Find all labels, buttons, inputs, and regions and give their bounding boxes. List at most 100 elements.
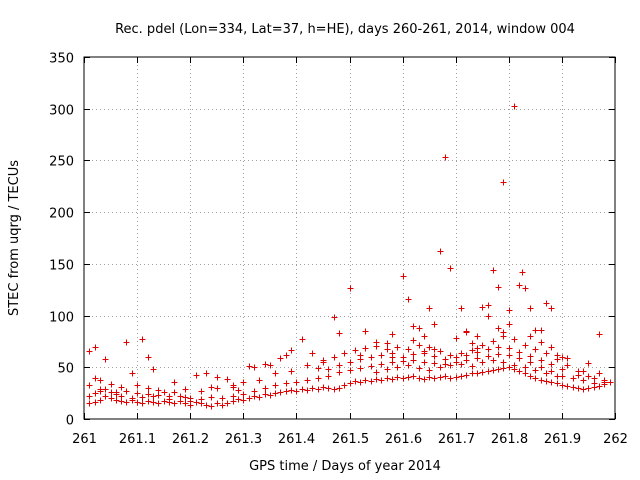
data-point xyxy=(214,400,221,407)
data-point xyxy=(86,400,93,407)
data-point xyxy=(543,378,550,385)
data-point xyxy=(474,333,481,340)
x-tick-label: 261.2 xyxy=(172,432,209,447)
data-point xyxy=(500,365,507,372)
data-point xyxy=(538,377,545,384)
data-point xyxy=(267,362,274,369)
data-point xyxy=(410,323,417,330)
data-point xyxy=(102,393,109,400)
data-point xyxy=(516,355,523,362)
data-point xyxy=(431,321,438,328)
data-point xyxy=(527,359,534,366)
x-tick-label: 261.4 xyxy=(278,432,315,447)
axis-ticks xyxy=(84,57,616,420)
data-point xyxy=(394,344,401,351)
data-point xyxy=(548,305,555,312)
data-point xyxy=(516,368,523,375)
data-point xyxy=(362,328,369,335)
y-tick-label: 300 xyxy=(49,104,74,119)
x-tick-labels: 261 261.1 261.2 261.3 261.4 261.5 261.6 261.7 26… xyxy=(72,432,628,447)
data-point xyxy=(182,400,189,407)
data-point xyxy=(352,378,359,385)
data-point xyxy=(485,353,492,360)
data-point xyxy=(134,399,141,406)
data-point xyxy=(118,384,125,391)
data-point xyxy=(92,344,99,351)
data-point xyxy=(139,336,146,343)
data-point xyxy=(272,390,279,397)
data-point xyxy=(585,373,592,380)
data-point xyxy=(416,325,423,332)
data-point xyxy=(256,377,263,384)
data-point xyxy=(410,373,417,380)
data-point xyxy=(490,357,497,364)
data-point xyxy=(453,335,460,342)
data-point xyxy=(246,395,253,402)
data-point xyxy=(182,394,189,401)
data-point xyxy=(378,377,385,384)
data-point xyxy=(325,373,332,380)
data-point xyxy=(341,382,348,389)
data-point xyxy=(331,386,338,393)
data-point xyxy=(198,396,205,403)
data-point xyxy=(166,393,173,400)
data-point xyxy=(230,384,237,391)
data-point xyxy=(447,352,454,359)
data-point xyxy=(150,393,157,400)
data-point xyxy=(506,321,513,328)
data-point xyxy=(224,376,231,383)
data-point xyxy=(378,361,385,368)
data-point xyxy=(299,336,306,343)
data-point xyxy=(384,366,391,373)
data-point xyxy=(474,370,481,377)
data-point xyxy=(394,374,401,381)
data-point xyxy=(145,385,152,392)
data-point xyxy=(219,395,226,402)
data-point xyxy=(585,385,592,392)
data-point xyxy=(208,394,215,401)
data-point xyxy=(325,385,332,392)
data-point xyxy=(113,389,120,396)
data-point xyxy=(336,330,343,337)
data-point xyxy=(113,397,120,404)
data-point xyxy=(485,313,492,320)
data-point xyxy=(272,370,279,377)
data-point xyxy=(373,343,380,350)
data-point xyxy=(527,353,534,360)
data-point xyxy=(394,364,401,371)
data-point xyxy=(288,368,295,375)
y-tick-label: 200 xyxy=(49,207,74,222)
data-point xyxy=(92,375,99,382)
data-point xyxy=(347,359,354,366)
data-point xyxy=(532,327,539,334)
data-point xyxy=(272,382,279,389)
data-point xyxy=(585,360,592,367)
data-point xyxy=(479,342,486,349)
data-point xyxy=(171,379,178,386)
data-point xyxy=(580,386,587,393)
data-point xyxy=(102,356,109,363)
data-point xyxy=(463,372,470,379)
data-point xyxy=(442,154,449,161)
data-point xyxy=(304,377,311,384)
data-point xyxy=(97,397,104,404)
y-tick-label: 100 xyxy=(49,311,74,326)
data-point xyxy=(368,378,375,385)
data-point xyxy=(548,368,555,375)
data-point xyxy=(214,374,221,381)
data-point xyxy=(240,379,247,386)
data-point xyxy=(362,377,369,384)
data-point xyxy=(538,327,545,334)
data-point xyxy=(309,350,316,357)
data-point xyxy=(214,385,221,392)
data-point xyxy=(410,337,417,344)
data-point xyxy=(108,381,115,388)
data-point xyxy=(283,352,290,359)
data-point xyxy=(570,384,577,391)
data-point xyxy=(506,364,513,371)
data-point xyxy=(416,365,423,372)
data-point xyxy=(548,379,555,386)
data-point xyxy=(357,365,364,372)
data-point xyxy=(564,355,571,362)
data-point xyxy=(437,364,444,371)
